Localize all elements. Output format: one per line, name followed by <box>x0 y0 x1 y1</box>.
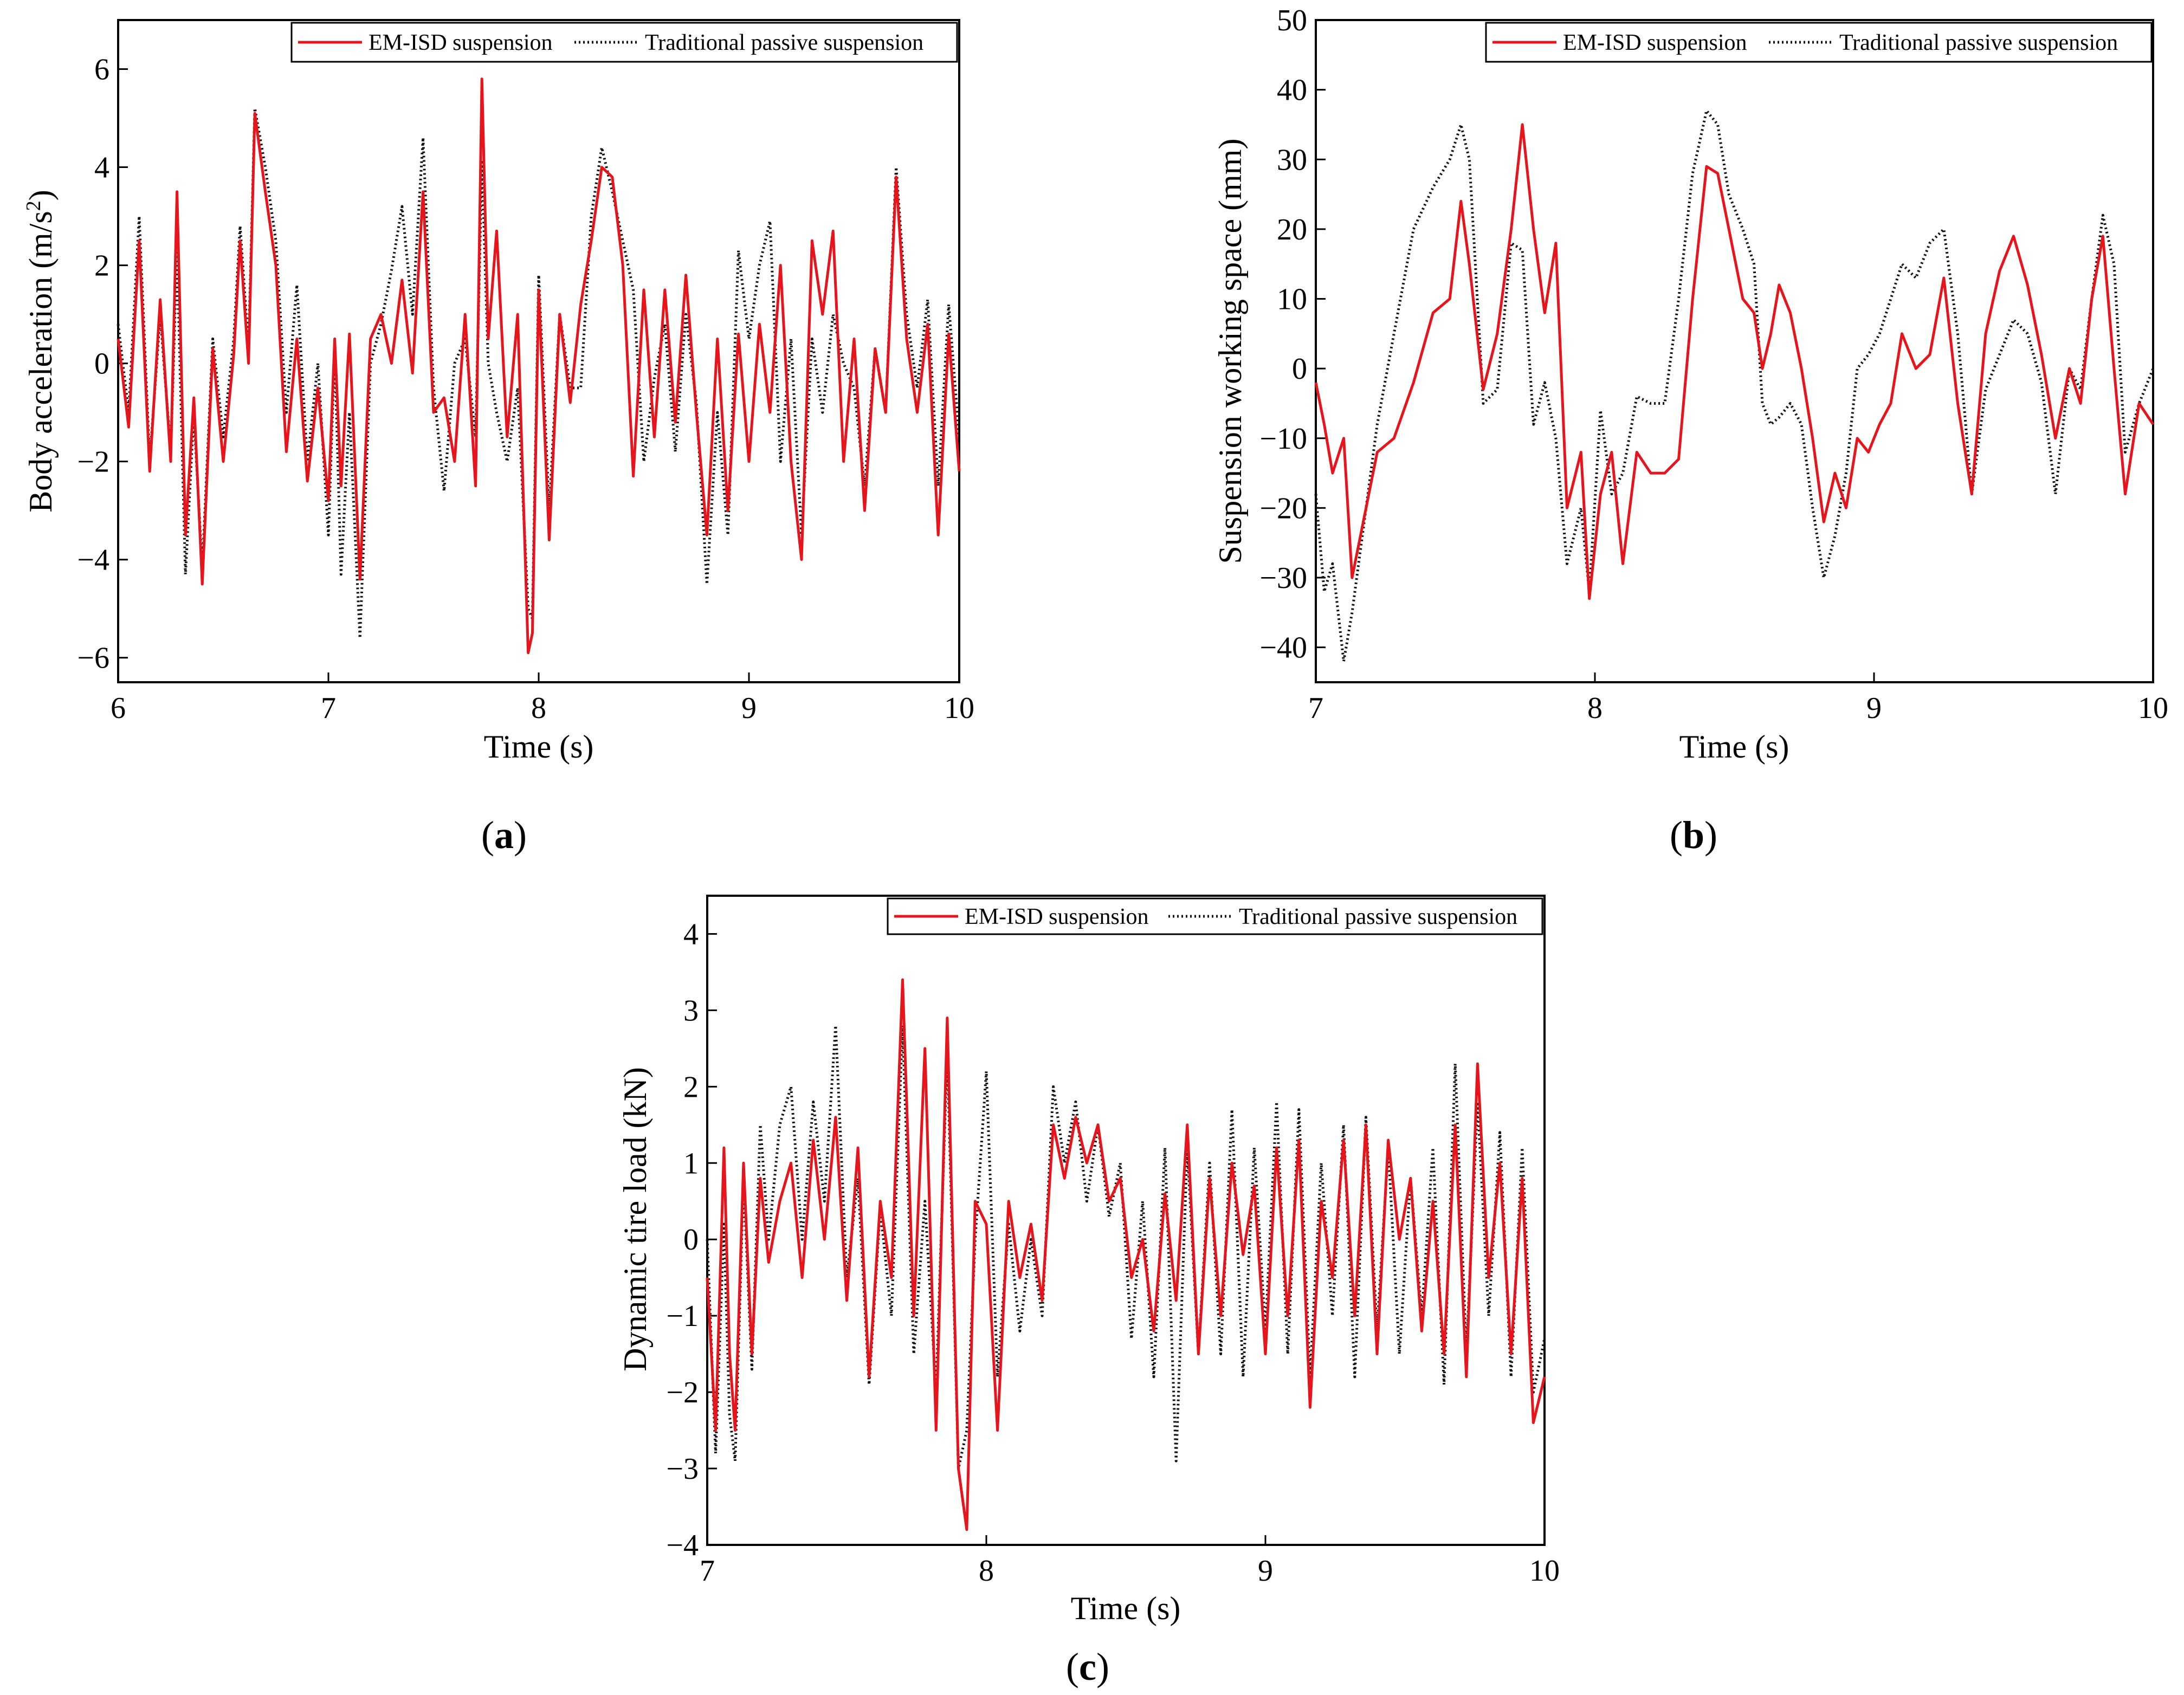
panel-b-em-isd-series-line <box>1314 123 2155 600</box>
panel-c-y-tick-label: 2 <box>683 1070 699 1104</box>
panel-a-y-tick-label: 0 <box>94 347 109 381</box>
panel-c-x-tick-label: 8 <box>979 1554 994 1588</box>
panel-a-legend-em-label: EM-ISD suspension <box>369 30 553 55</box>
panel-a-y-axis-label-superscript: 2 <box>22 200 45 211</box>
panel-c-em-isd-series-line <box>706 978 1546 1531</box>
panel-b-caption-letter: b <box>1683 813 1704 857</box>
panel-c-legend: EM-ISD suspension Traditional passive su… <box>887 897 1543 935</box>
panel-a-caption: (a) <box>481 813 527 857</box>
panel-b-y-tick-label: 20 <box>1277 213 1307 247</box>
panel-c-legend-box <box>887 897 1543 935</box>
panel-a-y-tick-label: 6 <box>94 53 109 87</box>
panel-c-caption-letter: c <box>1079 1645 1096 1688</box>
panel-a-y-tick-label: 2 <box>94 249 109 283</box>
panel-c-legend-em-label: EM-ISD suspension <box>965 904 1149 929</box>
panel-a-y-axis-label-close: ) <box>23 190 59 200</box>
panel-c-plot-frame <box>706 895 1546 1546</box>
panel-a-passive-series-line <box>117 107 961 639</box>
panel-a-y-tick-label: −4 <box>77 544 109 577</box>
panel-a-y-tick-label: 4 <box>94 151 109 185</box>
panel-b-x-tick-label: 7 <box>1308 691 1323 725</box>
panel-c-y-axis-label: Dynamic tire load (kN) <box>617 1067 653 1371</box>
panel-c-legend-tp-label: Traditional passive suspension <box>1239 904 1517 929</box>
panel-a-y-axis-label: Body acceleration (m/s2) <box>22 190 59 512</box>
panel-b-y-tick-label: 40 <box>1277 74 1307 107</box>
panel-c-y-tick-label: 0 <box>683 1223 699 1257</box>
panel-c-caption: (c) <box>1066 1645 1109 1688</box>
panel-b-y-tick-label: 0 <box>1292 352 1307 386</box>
panel-b-y-tick-label: 50 <box>1277 4 1307 37</box>
panel-a-y-axis-label-main: Body acceleration (m/s <box>23 211 59 512</box>
panel-c-y-tick-label: −4 <box>666 1529 699 1562</box>
panel-c-dynamic-tire-load: −4 −3 −2 −1 0 1 2 3 4 7 8 9 10 Time (s) Dynamic tir… <box>617 895 1560 1688</box>
panel-a-em-isd-series-line <box>117 77 961 655</box>
panel-b-suspension-working-space: −40 −30 −20 −10 0 10 20 30 40 50 7 8 9 10 Time (s) S… <box>1212 4 2168 857</box>
panel-b-y-tick-label: −20 <box>1259 491 1307 525</box>
panel-b-y-axis-label: Suspension working space (mm) <box>1212 139 1248 564</box>
panel-b-x-tick-label: 9 <box>1866 691 1882 725</box>
panel-a-body-acceleration: −6 −4 −2 0 2 4 6 6 7 8 9 10 Time (s) Body accelera… <box>22 19 974 857</box>
panel-b-caption: (b) <box>1670 813 1717 857</box>
panel-a-x-tick-label: 9 <box>741 691 757 725</box>
panel-c-y-tick-label: 4 <box>683 917 699 951</box>
panel-b-x-axis-label: Time (s) <box>1679 729 1789 765</box>
panel-c-x-tick-label: 7 <box>700 1554 715 1588</box>
panel-b-legend: EM-ISD suspension Traditional passive su… <box>1485 22 2153 63</box>
panel-b-plot-frame <box>1315 19 2154 683</box>
panel-a-x-tick-label: 10 <box>944 691 974 725</box>
panel-b-legend-tp-label: Traditional passive suspension <box>1839 30 2118 55</box>
panel-a-legend-tp-label: Traditional passive suspension <box>645 30 923 55</box>
panel-b-y-tick-label: −10 <box>1259 422 1307 456</box>
panel-a-legend: EM-ISD suspension Traditional passive su… <box>290 22 958 63</box>
panel-b-y-tick-label: 30 <box>1277 143 1307 177</box>
panel-c-y-tick-label: −2 <box>666 1376 699 1409</box>
panel-c-passive-series-line <box>706 1024 1546 1470</box>
panel-c-y-tick-label: −3 <box>666 1452 699 1486</box>
panel-c-y-tick-label: −1 <box>666 1299 699 1333</box>
panel-a-legend-box <box>290 22 958 63</box>
panel-c-x-tick-label: 10 <box>1529 1554 1560 1588</box>
panel-b-x-tick-label: 10 <box>2138 691 2168 725</box>
panel-b-y-tick-label: −30 <box>1259 561 1307 595</box>
panel-b-y-tick-label: −40 <box>1259 631 1307 665</box>
panel-b-legend-em-label: EM-ISD suspension <box>1563 30 1747 55</box>
panel-c-y-tick-label: 1 <box>683 1147 699 1180</box>
panel-a-y-tick-label: −2 <box>77 445 109 479</box>
panel-c-x-tick-label: 9 <box>1258 1554 1273 1588</box>
panel-c-x-axis-label: Time (s) <box>1071 1590 1181 1626</box>
panel-a-caption-letter: a <box>494 813 514 857</box>
panel-b-x-tick-label: 8 <box>1587 691 1603 725</box>
panel-a-x-tick-label: 7 <box>321 691 336 725</box>
panel-a-y-tick-label: −6 <box>77 642 109 675</box>
panel-c-y-tick-label: 3 <box>683 994 699 1027</box>
panel-a-x-axis-label: Time (s) <box>484 729 594 765</box>
panel-a-x-tick-label: 8 <box>531 691 546 725</box>
panel-b-y-tick-label: 10 <box>1277 283 1307 316</box>
panel-a-x-tick-label: 6 <box>111 691 126 725</box>
panel-b-legend-box <box>1485 22 2153 63</box>
panel-b-passive-series-line <box>1314 109 2155 663</box>
